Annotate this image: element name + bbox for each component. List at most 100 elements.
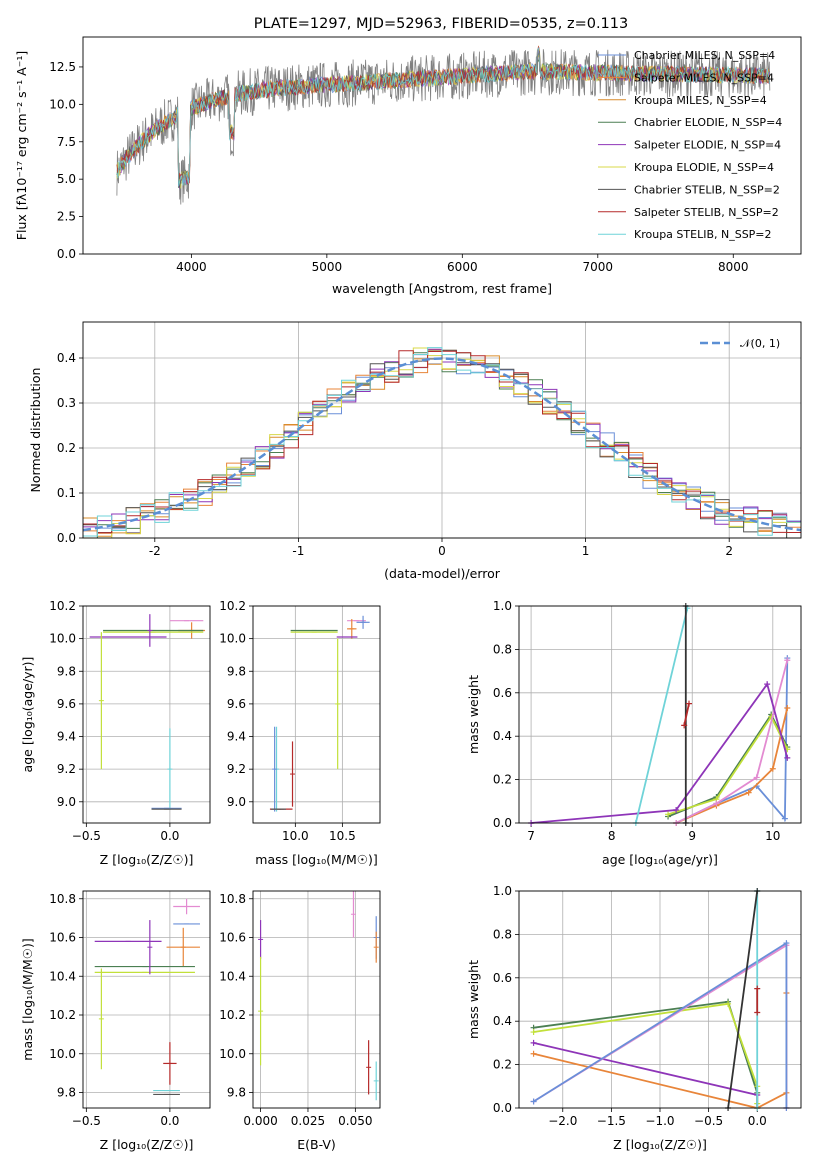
plot-frame <box>82 890 211 1109</box>
x-axis-label: Z [log₁₀(Z/Z☉)] <box>100 852 194 867</box>
y-tick-label: 10.0 <box>219 1047 246 1061</box>
y-tick-label: 10.4 <box>49 969 76 983</box>
x-tick-label: 8000 <box>718 260 749 274</box>
x-tick-label: 5000 <box>312 260 343 274</box>
x-axis-label: mass [log₁₀(M/M☉)] <box>255 852 377 867</box>
x-axis-label: Z [log₁₀(Z/Z☉)] <box>613 1137 707 1152</box>
x-tick-label: 0.0 <box>160 1114 179 1128</box>
y-tick-label: 0.2 <box>57 441 76 455</box>
series-line <box>667 714 789 816</box>
x-tick-label: 10.5 <box>329 829 356 843</box>
y-axis-label: mass weight <box>466 960 481 1039</box>
series-marker <box>781 815 788 822</box>
x-tick-label: -1 <box>292 544 304 558</box>
x-tick-label: 6000 <box>447 260 478 274</box>
x-tick-label: 0 <box>438 544 446 558</box>
x-tick-label: 0.0 <box>748 1114 767 1128</box>
series-marker <box>530 1029 537 1036</box>
legend-entry: Chabrier ELODIE, N_SSP=4 <box>634 116 782 129</box>
y-tick-label: 2.5 <box>57 210 76 224</box>
y-tick-label: 0.2 <box>493 1058 512 1072</box>
panel-7: 0.000 0.025 0.050 9.8 10.0 10.2 10.4 10.6 10.8 E(… <box>219 890 381 1152</box>
x-tick-label: −2.0 <box>548 1114 577 1128</box>
series-marker <box>713 800 720 807</box>
y-tick-label: 10.2 <box>49 599 76 613</box>
legend-entry: Salpeter ELODIE, N_SSP=4 <box>634 139 781 152</box>
panel-3: −0.5 0.0 9.0 9.2 9.4 9.6 9.8 10.0 10.2 Z [log₁₀(Z… <box>20 599 211 867</box>
y-tick-label: 10.0 <box>219 632 246 646</box>
y-tick-label: 1.0 <box>493 884 512 898</box>
x-tick-label: 8 <box>608 829 616 843</box>
x-axis-label: (data-model)/error <box>384 566 501 581</box>
y-tick-label: 9.2 <box>227 762 246 776</box>
legend-entry: Salpeter MILES, N_SSP=4 <box>634 71 774 84</box>
x-axis-label: wavelength [Angstrom, rest frame] <box>332 281 552 296</box>
plot-frame <box>252 605 381 824</box>
series-marker <box>530 1050 537 1057</box>
series-line <box>634 607 689 824</box>
panel-4: 10.0 10.5 9.0 9.2 9.4 9.6 9.8 10.0 10.2 mass [log… <box>219 599 381 867</box>
y-tick-label: 10.0 <box>49 1047 76 1061</box>
x-tick-label: 0.000 <box>243 1114 277 1128</box>
y-tick-label: 10.2 <box>49 1008 76 1022</box>
y-tick-label: 0.8 <box>493 642 512 656</box>
series-marker <box>686 700 693 707</box>
y-tick-label: 0.6 <box>493 686 512 700</box>
series-marker <box>725 1000 732 1007</box>
y-tick-label: 10.6 <box>219 931 246 945</box>
plot-frame <box>518 890 802 1109</box>
model-spectrum <box>116 46 770 185</box>
y-axis-label: Flux [fλ10⁻¹⁷ erg cm⁻² s⁻¹ A⁻¹] <box>14 51 29 240</box>
plot-frame <box>252 890 381 1109</box>
series-marker <box>764 681 771 688</box>
plot-frame <box>518 605 802 824</box>
x-tick-label: 0.050 <box>338 1114 372 1128</box>
y-tick-label: 0.0 <box>57 247 76 261</box>
plot-frame <box>82 605 211 824</box>
legend-entry: Kroupa STELIB, N_SSP=2 <box>634 228 772 241</box>
y-tick-label: 0.4 <box>493 1014 512 1028</box>
y-axis-label: age [log₁₀(age/yr)] <box>20 657 35 773</box>
spectrum-title: PLATE=1297, MJD=52963, FIBERID=0535, z=0… <box>254 16 628 32</box>
y-tick-label: 0.3 <box>57 396 76 410</box>
series-line <box>531 682 789 824</box>
y-tick-label: 0.0 <box>493 1101 512 1115</box>
x-tick-label: 4000 <box>176 260 207 274</box>
series-marker <box>784 754 791 761</box>
series-marker <box>530 1039 537 1046</box>
y-tick-label: 9.8 <box>57 1086 76 1100</box>
y-tick-label: 10.0 <box>49 632 76 646</box>
legend-entry: 𝒩(0, 1) <box>740 337 780 350</box>
y-tick-label: 9.4 <box>227 730 246 744</box>
x-tick-label: 9 <box>688 829 696 843</box>
series-marker <box>783 940 790 947</box>
x-tick-label: 10 <box>765 829 780 843</box>
y-tick-label: 0.4 <box>493 729 512 743</box>
series-marker <box>673 806 680 813</box>
y-tick-label: 0.4 <box>57 351 76 365</box>
y-tick-label: 9.0 <box>227 795 246 809</box>
legend-entry: Salpeter STELIB, N_SSP=2 <box>634 206 779 219</box>
y-tick-label: 0.6 <box>493 971 512 985</box>
y-tick-label: 0.0 <box>493 816 512 830</box>
legend-entry: Chabrier MILES, N_SSP=4 <box>634 49 775 62</box>
x-tick-label: 10.0 <box>282 829 309 843</box>
x-tick-label: −0.5 <box>72 829 101 843</box>
legend-entry: Chabrier STELIB, N_SSP=2 <box>634 183 780 196</box>
y-tick-label: 9.8 <box>227 664 246 678</box>
y-tick-label: 0.2 <box>493 773 512 787</box>
x-tick-label: −1.5 <box>597 1114 626 1128</box>
series-marker <box>665 811 672 818</box>
plot-frame <box>82 36 802 255</box>
series-line <box>727 890 759 1109</box>
x-axis-label: Z [log₁₀(Z/Z☉)] <box>100 1137 194 1152</box>
panel-8: −2.0 −1.5 −1.0 −0.5 0.0 0.0 0.2 0.4 0.6 0.8 1.0 Z [… <box>466 884 802 1152</box>
legend-entry: Kroupa ELODIE, N_SSP=4 <box>634 161 774 174</box>
x-tick-label: 7 <box>527 829 535 843</box>
series-marker <box>784 657 791 664</box>
y-axis-label: mass weight <box>466 675 481 754</box>
model-spectrum <box>116 46 770 187</box>
series-marker <box>681 722 688 729</box>
series-marker <box>784 704 791 711</box>
